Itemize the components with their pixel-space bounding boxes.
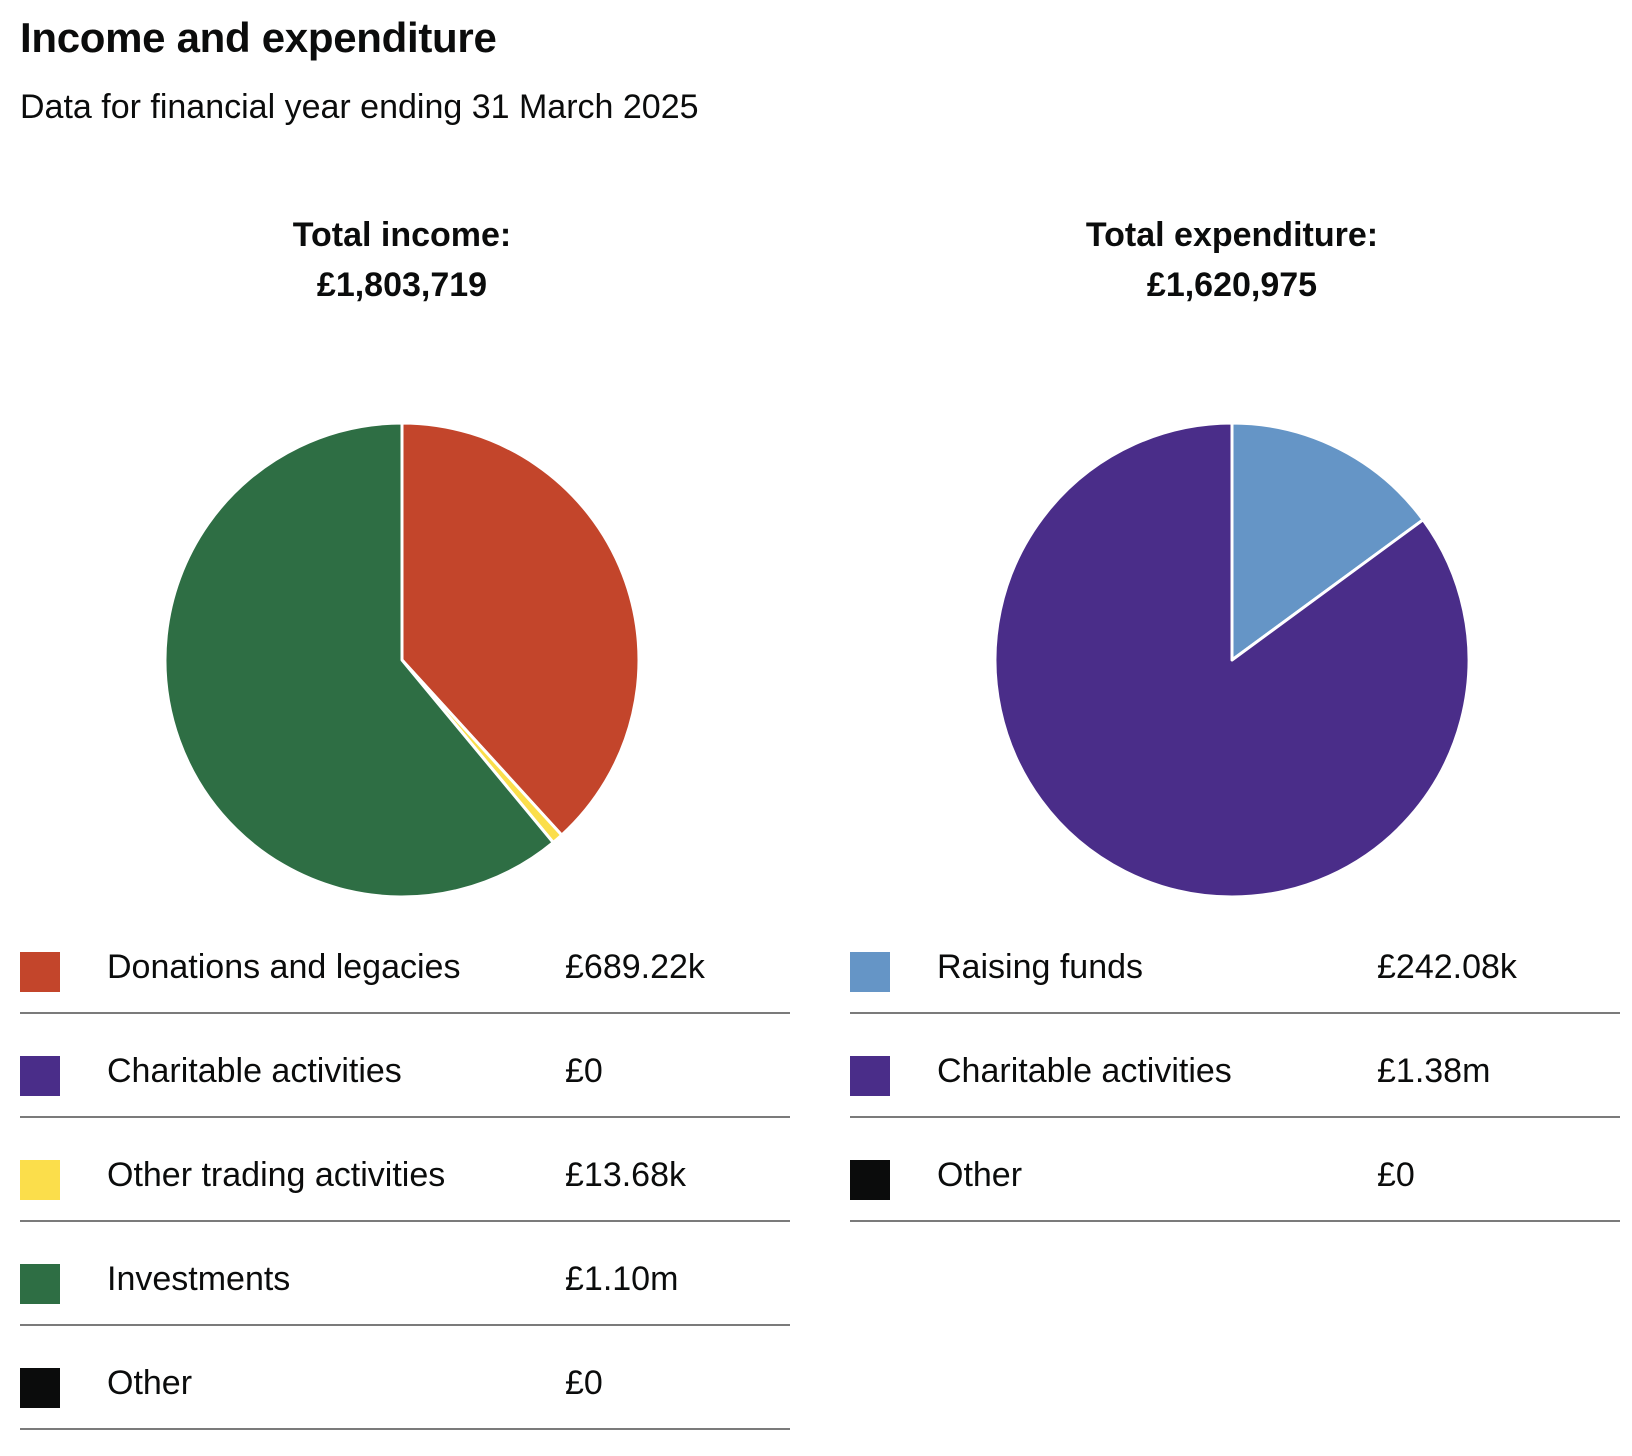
expenditure-chart-title: Total expenditure: — [1085, 216, 1379, 254]
expenditure-legend: Raising funds £242.08k Charitable activiti… — [850, 910, 1620, 1222]
income-legend-value: £689.22k — [565, 948, 705, 986]
income-legend-label: Investments — [107, 1260, 291, 1298]
income-legend-value: £0 — [565, 1364, 603, 1402]
income-legend-value: £0 — [565, 1052, 603, 1090]
expenditure-pie-slice-charitable-activities — [993, 421, 1471, 899]
income-pie-slice-investments — [163, 421, 555, 899]
income-legend-row-investments: Investments £1.10m — [20, 1222, 790, 1326]
income-legend-row-donations-and-legacies: Donations and legacies £689.22k — [20, 910, 790, 1014]
income-legend-label: Donations and legacies — [107, 948, 461, 986]
expenditure-legend-label: Raising funds — [937, 948, 1144, 986]
income-legend: Donations and legacies £689.22k Charitable… — [20, 910, 790, 1430]
expenditure-legend-swatch — [850, 1160, 890, 1200]
income-legend-swatch — [20, 1264, 60, 1304]
expenditure-legend-row-other: Other £0 — [850, 1118, 1620, 1222]
income-pie — [163, 421, 641, 899]
expenditure-legend-label: Other — [937, 1156, 1023, 1194]
page-title: Income and expenditure — [20, 14, 497, 61]
income-legend-label: Other trading activities — [107, 1156, 446, 1194]
income-legend-value: £1.10m — [565, 1260, 679, 1298]
expenditure-legend-value: £242.08k — [1377, 948, 1517, 986]
expenditure-pie — [993, 421, 1471, 899]
income-chart-heading: Total income: £1,803,719 — [152, 210, 652, 310]
income-pie-slice-donations-and-legacies — [400, 421, 641, 837]
income-chart-total: £1,803,719 — [316, 266, 488, 304]
page-subtitle: Data for financial year ending 31 March … — [20, 88, 699, 126]
expenditure-legend-swatch — [850, 952, 890, 992]
income-legend-swatch — [20, 952, 60, 992]
expenditure-legend-row-raising-funds: Raising funds £242.08k — [850, 910, 1620, 1014]
income-legend-label: Charitable activities — [107, 1052, 402, 1090]
expenditure-chart-heading: Total expenditure: £1,620,975 — [982, 210, 1482, 310]
income-legend-row-other-trading-activities: Other trading activities £13.68k — [20, 1118, 790, 1222]
expenditure-legend-row-charitable-activities: Charitable activities £1.38m — [850, 1014, 1620, 1118]
expenditure-chart-total: £1,620,975 — [1146, 266, 1318, 304]
income-legend-row-other: Other £0 — [20, 1326, 790, 1430]
expenditure-legend-swatch — [850, 1056, 890, 1096]
income-legend-swatch — [20, 1160, 60, 1200]
expenditure-legend-value: £1.38m — [1377, 1052, 1491, 1090]
expenditure-legend-value: £0 — [1377, 1156, 1415, 1194]
income-legend-label: Other — [107, 1364, 193, 1402]
income-chart-title: Total income: — [292, 216, 512, 254]
income-legend-swatch — [20, 1056, 60, 1096]
income-legend-row-charitable-activities: Charitable activities £0 — [20, 1014, 790, 1118]
expenditure-pie-slice-raising-funds — [1230, 421, 1425, 662]
income-legend-swatch — [20, 1368, 60, 1408]
income-legend-value: £13.68k — [565, 1156, 686, 1194]
expenditure-legend-label: Charitable activities — [937, 1052, 1232, 1090]
